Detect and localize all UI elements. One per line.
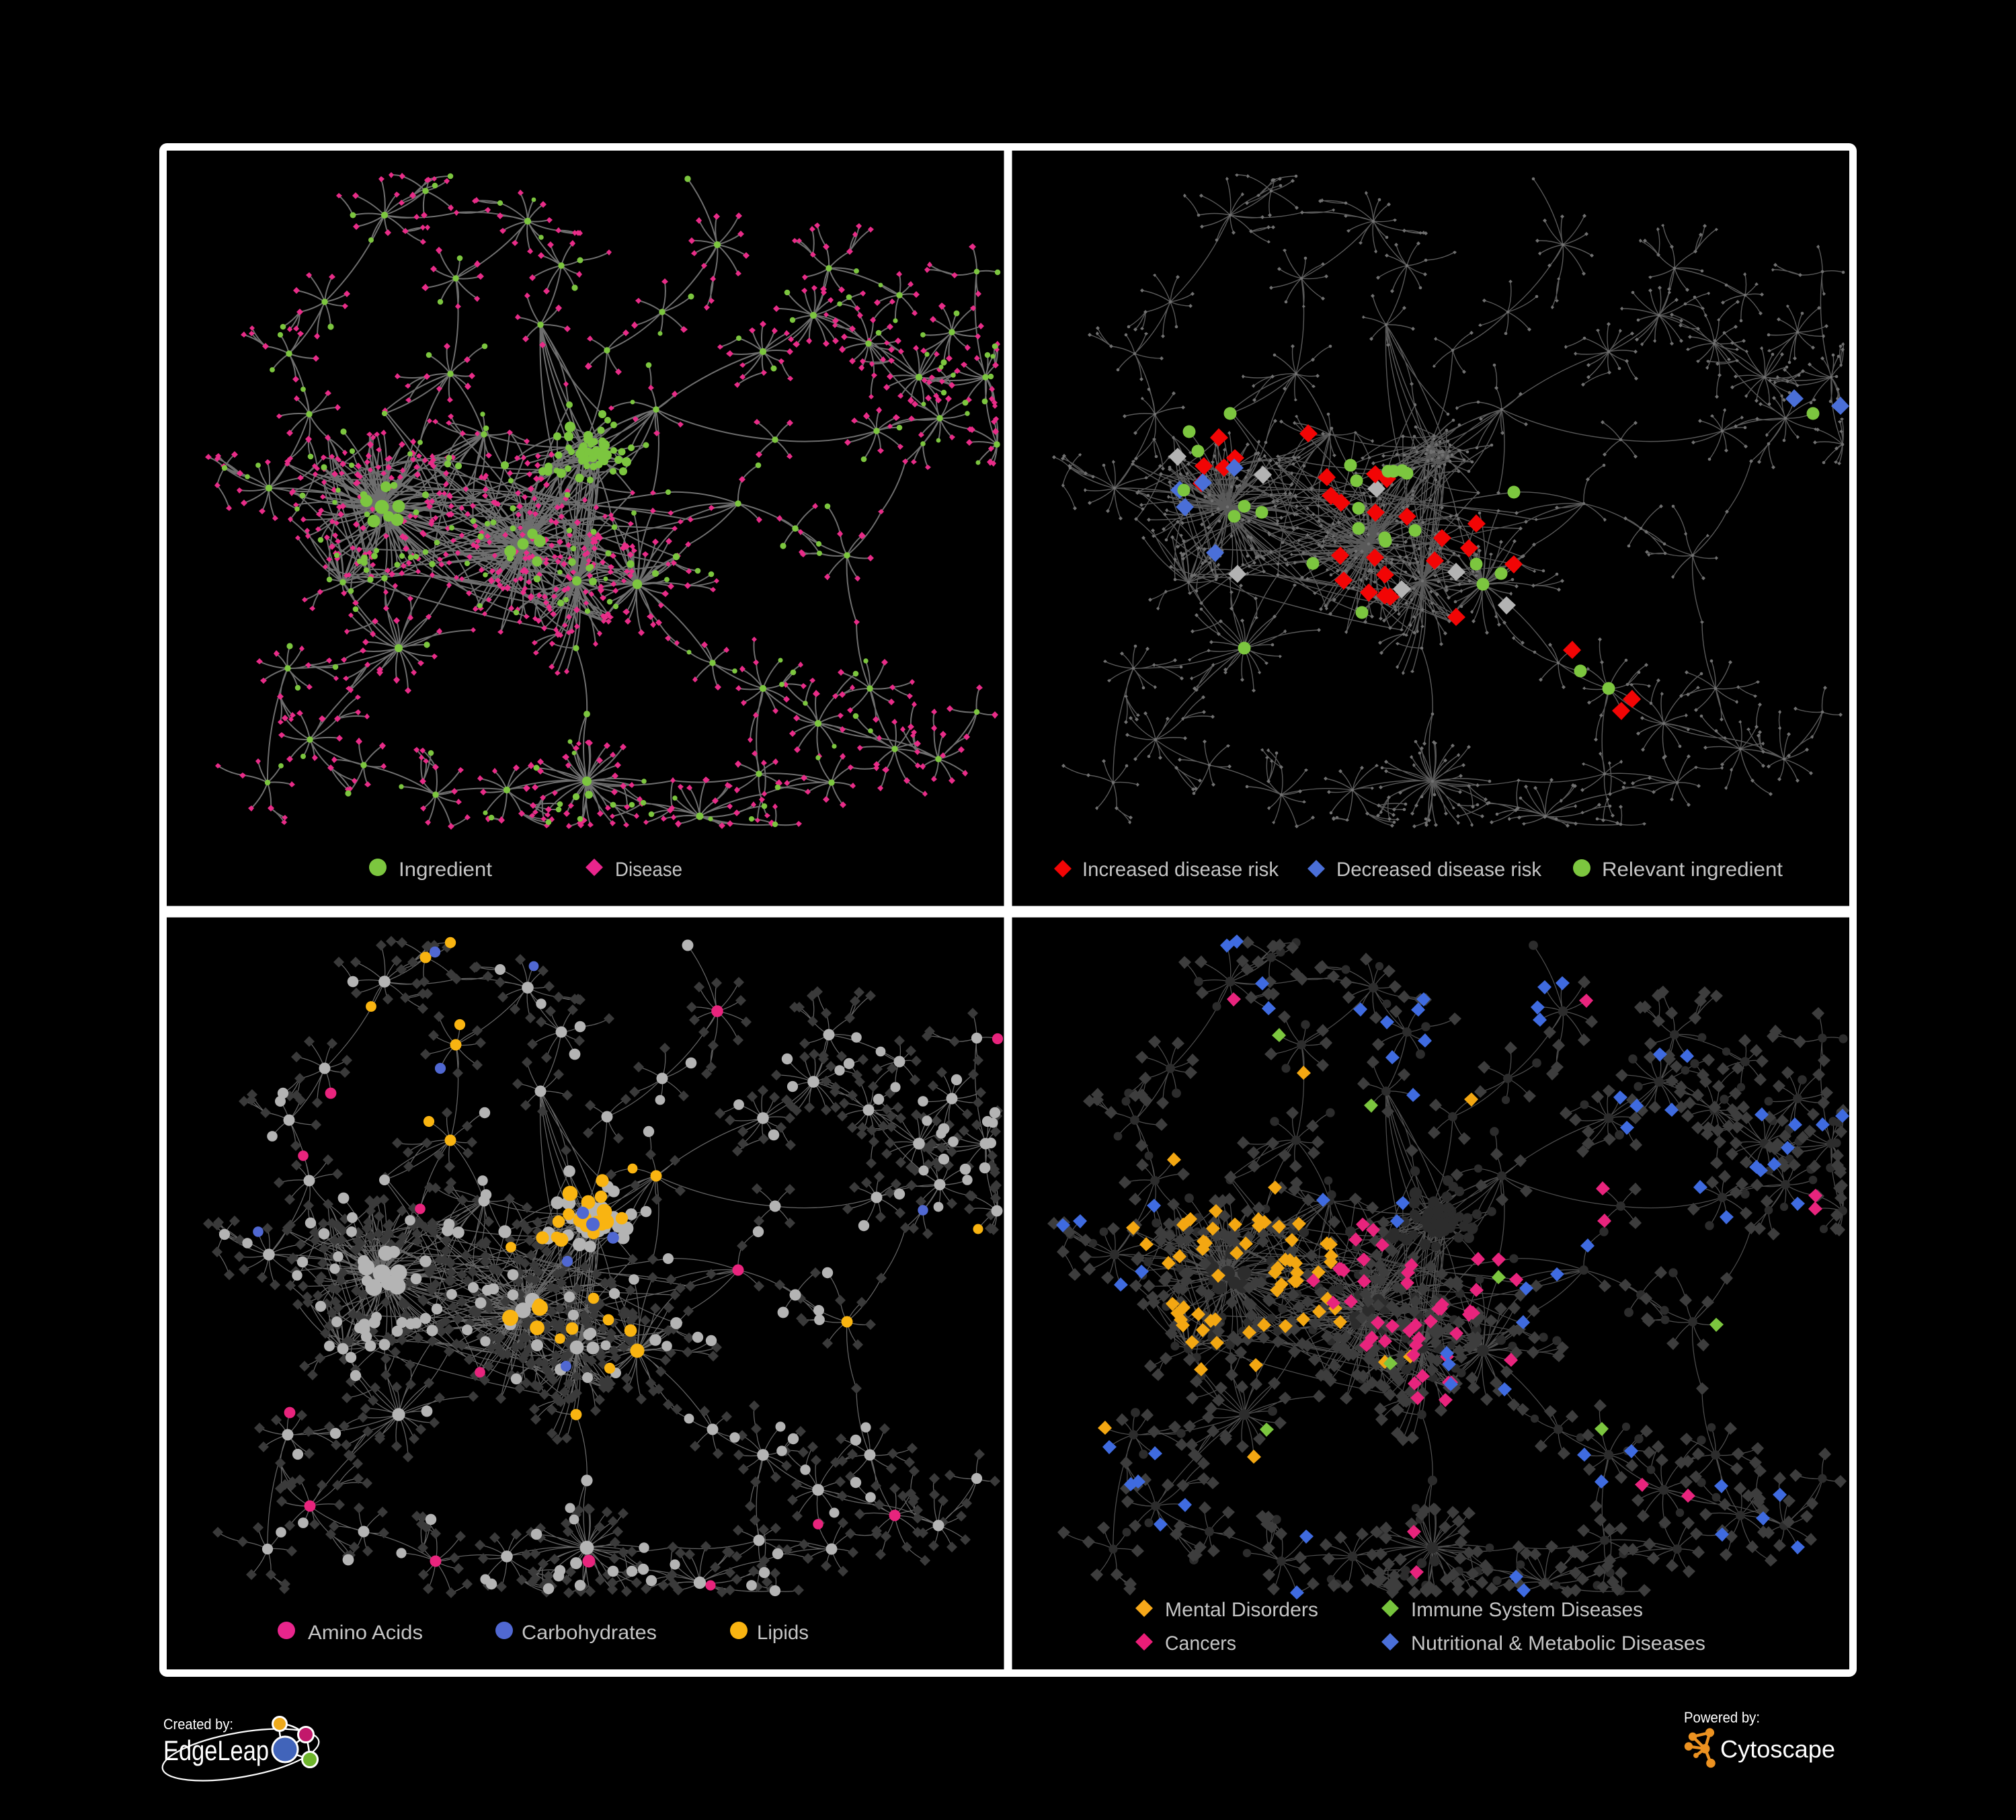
svg-text:Relevant ingredient: Relevant ingredient xyxy=(1602,859,1783,881)
svg-text:Mental Disorders: Mental Disorders xyxy=(1165,1599,1318,1621)
svg-text:Amino Acids: Amino Acids xyxy=(308,1622,423,1644)
svg-text:Increased disease risk: Increased disease risk xyxy=(1082,859,1279,881)
svg-text:Created by:: Created by: xyxy=(163,1716,233,1733)
svg-text:Disease: Disease xyxy=(615,859,682,881)
svg-text:Nutritional & Metabolic Diseas: Nutritional & Metabolic Diseases xyxy=(1411,1632,1705,1655)
svg-text:Carbohydrates: Carbohydrates xyxy=(522,1622,657,1644)
svg-text:Powered by:: Powered by: xyxy=(1684,1709,1760,1726)
svg-text:Cancers: Cancers xyxy=(1165,1632,1236,1655)
svg-text:Cytoscape: Cytoscape xyxy=(1720,1735,1835,1763)
svg-text:Lipids: Lipids xyxy=(757,1622,809,1644)
svg-text:Ingredient: Ingredient xyxy=(399,859,493,881)
svg-text:Decreased disease risk: Decreased disease risk xyxy=(1336,859,1542,881)
svg-text:Immune System Diseases: Immune System Diseases xyxy=(1411,1599,1643,1621)
